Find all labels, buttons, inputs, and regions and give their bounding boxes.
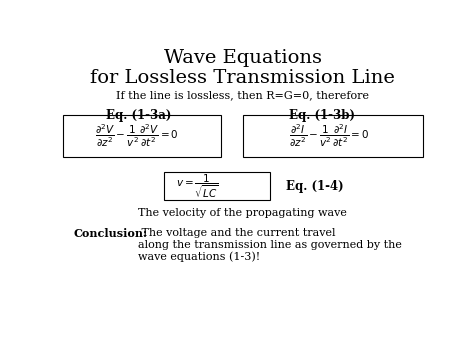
Text: Eq. (1-4): Eq. (1-4) (286, 180, 343, 193)
Text: Eq. (1-3a): Eq. (1-3a) (106, 109, 171, 122)
FancyBboxPatch shape (63, 115, 221, 157)
Text: $\dfrac{\partial^2 V}{\partial z^2} - \dfrac{1}{v^2}\dfrac{\partial^2 V}{\partia: $\dfrac{\partial^2 V}{\partial z^2} - \d… (94, 122, 178, 149)
FancyBboxPatch shape (243, 115, 423, 157)
Text: Wave Equations: Wave Equations (164, 49, 322, 67)
Text: Eq. (1-3b): Eq. (1-3b) (289, 109, 355, 122)
Text: The voltage and the current travel
along the transmission line as governed by th: The voltage and the current travel along… (138, 229, 402, 262)
Text: Conclusion:: Conclusion: (74, 229, 148, 240)
Text: The velocity of the propagating wave: The velocity of the propagating wave (138, 208, 347, 218)
Text: $\dfrac{\partial^2 I}{\partial z^2} - \dfrac{1}{v^2}\dfrac{\partial^2 I}{\partia: $\dfrac{\partial^2 I}{\partial z^2} - \d… (289, 122, 369, 149)
FancyBboxPatch shape (164, 173, 271, 200)
Text: for Lossless Transmission Line: for Lossless Transmission Line (91, 69, 395, 87)
Text: $v = \dfrac{1}{\sqrt{LC}}$: $v = \dfrac{1}{\sqrt{LC}}$ (175, 172, 219, 200)
Text: If the line is lossless, then R=G=0, therefore: If the line is lossless, then R=G=0, the… (117, 90, 369, 100)
